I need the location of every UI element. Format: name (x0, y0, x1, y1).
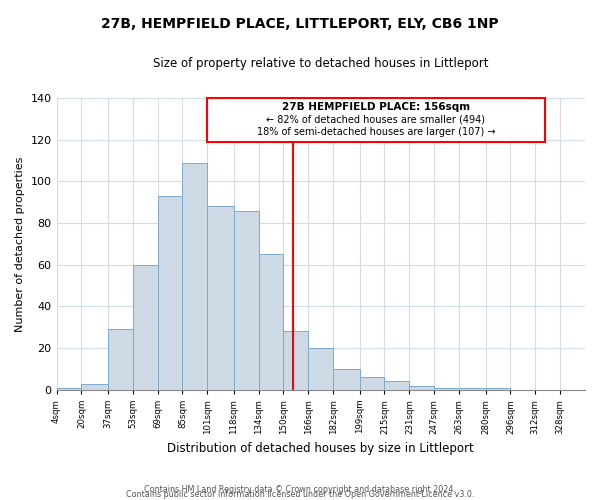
Text: Contains public sector information licensed under the Open Government Licence v3: Contains public sector information licen… (126, 490, 474, 499)
Bar (485, 388, 511, 390)
Bar (308, 348, 333, 390)
Bar (434, 388, 459, 390)
Bar (459, 388, 485, 390)
X-axis label: Distribution of detached houses by size in Littleport: Distribution of detached houses by size … (167, 442, 474, 455)
Text: Contains HM Land Registry data © Crown copyright and database right 2024.: Contains HM Land Registry data © Crown c… (144, 484, 456, 494)
Bar (133, 264, 158, 390)
Bar (208, 206, 234, 390)
Bar (56, 388, 82, 390)
Bar (359, 378, 385, 390)
Text: 27B HEMPFIELD PLACE: 156sqm: 27B HEMPFIELD PLACE: 156sqm (282, 102, 470, 112)
FancyBboxPatch shape (208, 98, 545, 142)
Bar (385, 382, 409, 390)
Title: Size of property relative to detached houses in Littleport: Size of property relative to detached ho… (153, 58, 488, 70)
Bar (283, 332, 308, 390)
Text: 27B, HEMPFIELD PLACE, LITTLEPORT, ELY, CB6 1NP: 27B, HEMPFIELD PLACE, LITTLEPORT, ELY, C… (101, 18, 499, 32)
Bar (108, 330, 133, 390)
Bar (158, 196, 182, 390)
Bar (82, 384, 108, 390)
Y-axis label: Number of detached properties: Number of detached properties (15, 156, 25, 332)
Bar (259, 254, 283, 390)
Bar (234, 210, 259, 390)
Text: 18% of semi-detached houses are larger (107) →: 18% of semi-detached houses are larger (… (257, 127, 495, 137)
Text: ← 82% of detached houses are smaller (494): ← 82% of detached houses are smaller (49… (266, 114, 485, 124)
Bar (333, 369, 359, 390)
Bar (409, 386, 434, 390)
Bar (182, 162, 208, 390)
